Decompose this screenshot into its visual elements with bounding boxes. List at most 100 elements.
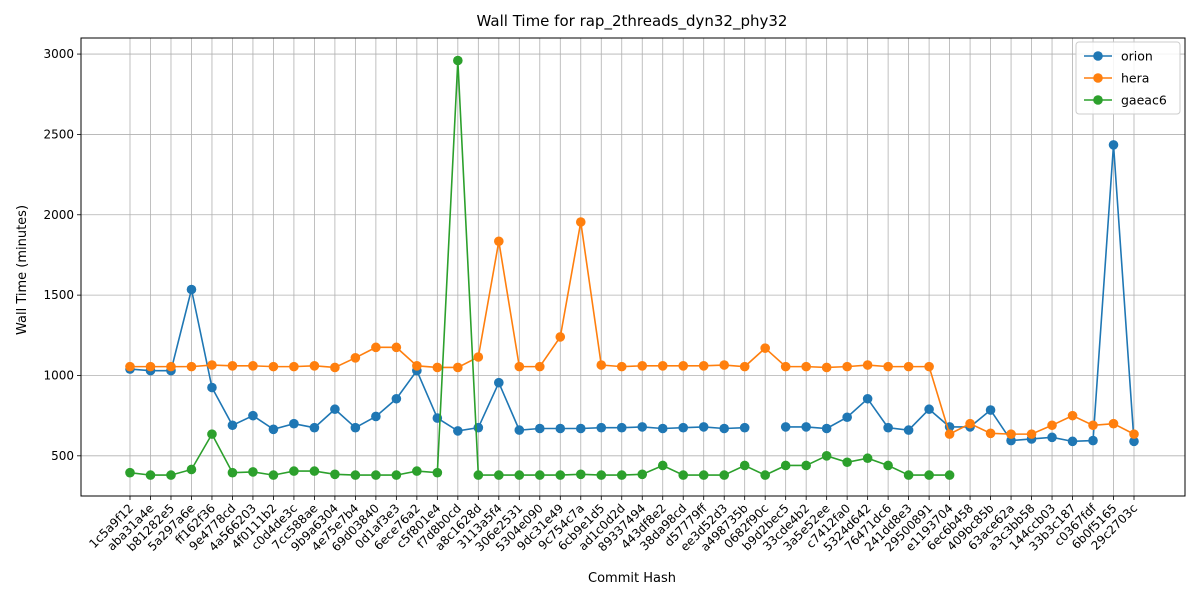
data-point bbox=[227, 467, 238, 478]
data-point bbox=[821, 423, 832, 434]
data-point bbox=[719, 470, 730, 480]
data-point bbox=[514, 361, 525, 372]
data-point bbox=[1129, 436, 1139, 447]
data-point bbox=[350, 422, 361, 433]
data-point bbox=[575, 423, 586, 434]
data-point bbox=[432, 362, 443, 373]
data-point bbox=[166, 361, 176, 372]
data-point bbox=[719, 360, 730, 370]
data-point bbox=[534, 361, 545, 372]
data-point bbox=[289, 361, 299, 372]
data-point bbox=[309, 466, 320, 476]
y-axis-label: Wall Time (minutes) bbox=[15, 205, 30, 335]
data-point bbox=[801, 460, 811, 471]
data-point bbox=[248, 361, 258, 371]
data-point bbox=[924, 361, 934, 372]
data-point bbox=[965, 418, 975, 429]
legend-box bbox=[1075, 41, 1181, 115]
data-point bbox=[473, 470, 484, 480]
data-point bbox=[616, 422, 627, 433]
data-point bbox=[371, 470, 381, 480]
data-point bbox=[739, 361, 750, 372]
data-point bbox=[555, 423, 566, 434]
axes: 1c5a9f12aba31a4eb81282e55a297a6eff162f36… bbox=[43, 47, 1140, 554]
data-point bbox=[1006, 429, 1016, 439]
data-point bbox=[309, 422, 320, 433]
data-point bbox=[575, 217, 586, 227]
data-point bbox=[821, 362, 832, 373]
data-point bbox=[248, 467, 258, 477]
data-point bbox=[678, 422, 689, 433]
data-point bbox=[924, 404, 934, 415]
data-point bbox=[350, 470, 361, 480]
data-point bbox=[637, 361, 648, 371]
data-point bbox=[842, 457, 852, 468]
data-point bbox=[616, 470, 627, 480]
data-point bbox=[555, 332, 566, 342]
data-point bbox=[575, 469, 586, 480]
data-point bbox=[924, 470, 934, 480]
data-point bbox=[780, 460, 791, 471]
legend-marker bbox=[1093, 73, 1103, 83]
y-tick-label: 1000 bbox=[43, 368, 74, 382]
data-point bbox=[350, 352, 361, 363]
data-point bbox=[412, 361, 422, 371]
data-point bbox=[1047, 432, 1057, 443]
data-point bbox=[883, 460, 893, 471]
series-hera bbox=[125, 217, 1139, 439]
data-point bbox=[1088, 435, 1098, 446]
data-point bbox=[1108, 140, 1119, 150]
data-point bbox=[739, 460, 750, 471]
data-point bbox=[944, 429, 955, 439]
data-point bbox=[596, 360, 607, 370]
data-point bbox=[883, 422, 893, 433]
data-point bbox=[453, 362, 463, 373]
plot-frame bbox=[80, 37, 1186, 497]
data-point bbox=[125, 361, 135, 372]
data-point bbox=[330, 469, 340, 480]
data-point bbox=[862, 360, 873, 370]
data-point bbox=[760, 343, 770, 353]
data-point bbox=[842, 361, 852, 372]
data-point bbox=[657, 361, 668, 371]
data-point bbox=[637, 469, 648, 480]
data-point bbox=[227, 361, 238, 371]
data-point bbox=[596, 470, 607, 480]
data-point bbox=[862, 393, 873, 404]
data-point bbox=[1047, 420, 1057, 431]
data-point bbox=[739, 422, 750, 433]
y-tick-label: 2500 bbox=[43, 127, 74, 141]
data-point bbox=[698, 361, 709, 371]
legend-marker bbox=[1093, 95, 1103, 105]
legend-label: hera bbox=[1121, 71, 1149, 86]
data-point bbox=[371, 342, 381, 353]
data-point bbox=[719, 423, 730, 434]
data-point bbox=[801, 422, 811, 432]
data-point bbox=[248, 410, 258, 421]
data-point bbox=[186, 284, 197, 295]
x-axis-label: Commit Hash bbox=[588, 571, 676, 586]
data-point bbox=[145, 361, 156, 372]
data-point bbox=[842, 412, 852, 423]
data-point bbox=[494, 470, 504, 480]
data-point bbox=[1129, 429, 1139, 439]
legend-marker bbox=[1093, 51, 1103, 61]
data-point bbox=[657, 423, 668, 434]
data-point bbox=[903, 470, 914, 480]
data-point bbox=[801, 361, 811, 372]
y-tick-label: 2000 bbox=[43, 208, 74, 222]
data-point bbox=[186, 361, 197, 372]
data-point bbox=[698, 422, 709, 432]
data-point bbox=[514, 470, 525, 480]
data-point bbox=[391, 393, 402, 404]
y-tick-label: 3000 bbox=[43, 47, 74, 61]
data-point bbox=[207, 382, 217, 393]
data-point bbox=[985, 428, 996, 439]
data-point bbox=[309, 361, 320, 371]
data-point bbox=[268, 361, 279, 372]
data-point bbox=[903, 361, 914, 372]
data-point bbox=[780, 422, 791, 432]
data-point bbox=[514, 425, 525, 435]
chart-title: Wall Time for rap_2threads_dyn32_phy32 bbox=[477, 12, 788, 31]
